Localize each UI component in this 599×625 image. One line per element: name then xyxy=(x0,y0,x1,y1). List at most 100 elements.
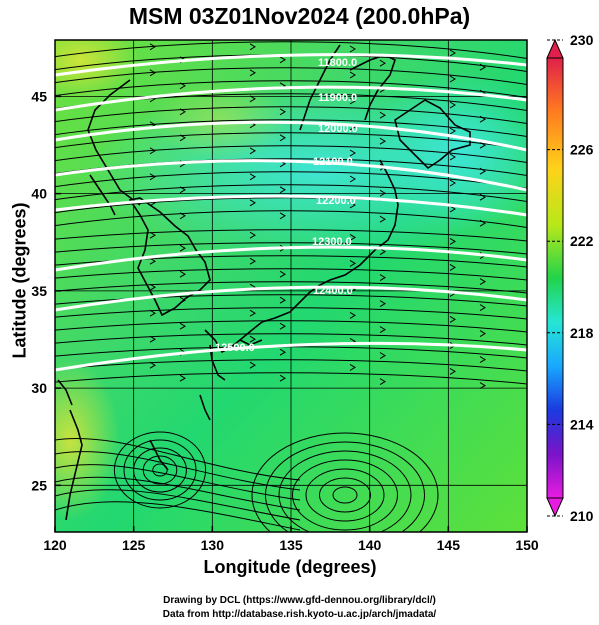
streamline-arrow xyxy=(449,101,456,109)
colorbar-label: 214 xyxy=(570,416,594,432)
vortex-streamline xyxy=(305,468,385,522)
streamline-arrow xyxy=(279,348,286,356)
x-tick-label: 135 xyxy=(279,537,303,553)
streamline xyxy=(55,268,527,281)
y-tick-label: 30 xyxy=(31,380,47,396)
streamline-arrow xyxy=(379,352,386,360)
streamline-arrow xyxy=(379,137,386,145)
x-tick-label: 120 xyxy=(43,537,67,553)
streamline-arrow xyxy=(449,263,456,271)
streamline xyxy=(55,229,527,242)
streamline-arrow xyxy=(479,278,486,286)
colorbar-label: 230 xyxy=(570,32,594,48)
y-tick-label: 35 xyxy=(31,283,47,299)
streamline xyxy=(55,489,301,521)
streamline-arrow xyxy=(249,361,256,369)
colorbar-top-arrow xyxy=(546,38,564,59)
x-axis-label: Longitude (degrees) xyxy=(203,557,377,577)
streamline-arrow xyxy=(449,315,456,323)
x-tick-label: 140 xyxy=(358,537,382,553)
axis-ticks: 120 125 130 135 140 145 150 25 30 35 40 45 xyxy=(31,88,538,553)
streamline-arrow xyxy=(279,108,286,116)
streamline xyxy=(55,359,527,372)
streamline-arrow xyxy=(349,233,356,241)
streamline-arrow xyxy=(479,193,486,201)
streamline-arrow xyxy=(379,300,386,308)
contour-label: 12400.0 xyxy=(313,285,353,297)
streamline-arrow xyxy=(149,257,156,265)
streamline-arrow xyxy=(179,186,186,194)
streamline-arrow xyxy=(349,201,356,209)
vortex-streamline xyxy=(292,459,398,531)
y-tick-label: 40 xyxy=(31,186,47,202)
colorbar-gradient xyxy=(546,57,564,499)
streamline-arrow xyxy=(179,82,186,90)
streamline-arrow xyxy=(249,257,256,265)
colorbar-label: 210 xyxy=(570,508,594,524)
x-tick-label: 150 xyxy=(515,537,539,553)
streamline-arrow xyxy=(149,69,156,77)
colorbar-label: 222 xyxy=(570,233,594,249)
streamline-arrow xyxy=(149,335,156,343)
streamline-arrow xyxy=(449,127,456,135)
streamline-arrow xyxy=(249,147,256,155)
colorbar-bottom-arrow xyxy=(546,497,564,518)
vortex-streamline xyxy=(265,441,425,532)
x-tick-label: 125 xyxy=(122,537,146,553)
streamline xyxy=(55,171,527,190)
x-tick-label: 145 xyxy=(437,537,461,553)
streamline-arrow xyxy=(479,167,486,175)
vortex-streamline xyxy=(319,477,371,513)
streamline-arrow xyxy=(379,215,386,223)
contour-label: 12100.0 xyxy=(313,156,353,168)
streamline-arrow xyxy=(349,45,356,53)
streamline-arrow xyxy=(349,71,356,79)
streamline-arrow xyxy=(479,330,486,338)
streamline xyxy=(55,132,527,151)
contour-labels: 11800.0 11900.0 12000.0 12100.0 12200.0 … xyxy=(215,57,358,354)
streamline-arrow xyxy=(149,361,156,369)
streamline xyxy=(55,67,527,86)
streamline-arrow xyxy=(479,382,486,390)
streamline-arrow xyxy=(179,134,186,142)
streamline-arrow xyxy=(379,274,386,282)
temperature-field xyxy=(55,40,527,532)
page-title: MSM 03Z01Nov2024 (200.0hPa) xyxy=(128,3,471,29)
streamline-arrow xyxy=(249,69,256,77)
streamline-arrow xyxy=(479,63,486,71)
streamline-arrow xyxy=(449,75,456,83)
streamline xyxy=(55,476,301,511)
streamline-arrow xyxy=(149,309,156,317)
streamline-arrow xyxy=(379,248,386,256)
streamline-arrow xyxy=(149,231,156,239)
streamline-arrow xyxy=(149,147,156,155)
streamline-arrow xyxy=(449,179,456,187)
contour-label: 12300.0 xyxy=(312,236,352,248)
streamline-arrow xyxy=(479,304,486,312)
streamline xyxy=(55,464,301,501)
streamline xyxy=(55,333,527,346)
streamline-arrow xyxy=(449,153,456,161)
streamline-arrow xyxy=(379,326,386,334)
streamline xyxy=(55,80,527,99)
y-axis-label: Latitude (degrees) xyxy=(9,202,30,359)
streamline-arrow xyxy=(349,97,356,105)
y-tick-label: 45 xyxy=(31,88,47,104)
x-tick-label: 130 xyxy=(201,537,225,553)
streamline-arrow xyxy=(349,363,356,371)
contour-label: 11900.0 xyxy=(318,92,357,104)
streamline-arrow xyxy=(149,43,156,51)
streamline xyxy=(55,294,527,307)
streamline xyxy=(55,501,301,531)
streamline xyxy=(55,346,527,359)
streamline-arrow xyxy=(279,56,286,64)
streamline-arrow xyxy=(179,374,186,382)
streamline xyxy=(55,106,527,125)
streamline-arrow xyxy=(349,175,356,183)
streamline-arrow xyxy=(179,270,186,278)
streamline xyxy=(55,184,527,203)
streamline-arrow xyxy=(279,212,286,220)
streamline-arrow xyxy=(249,335,256,343)
streamline-arrow xyxy=(249,43,256,51)
